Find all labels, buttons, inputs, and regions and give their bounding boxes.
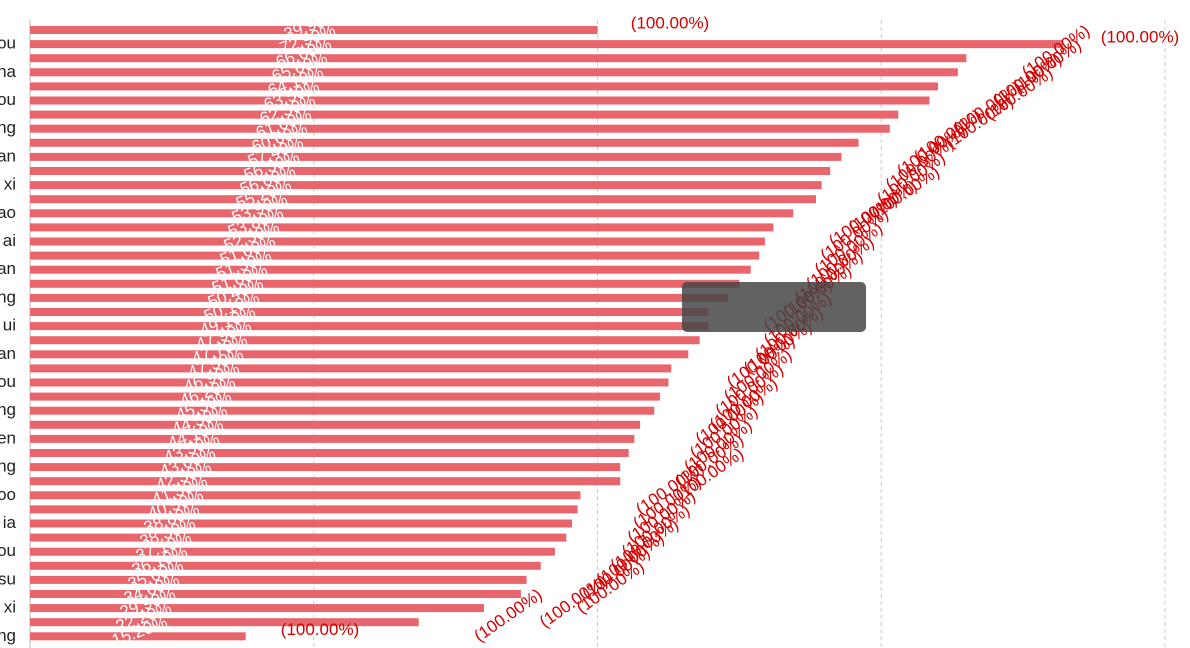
bar (30, 336, 700, 345)
bar (30, 590, 521, 598)
y-tick-label: xi (4, 175, 16, 194)
bar (30, 110, 899, 119)
bar (30, 237, 765, 246)
y-tick-label: xi (4, 598, 16, 617)
y-tick-label: an (0, 344, 16, 363)
bar (30, 209, 794, 218)
bar (30, 618, 419, 627)
bar (30, 350, 689, 359)
bar (30, 604, 484, 613)
bar (30, 392, 660, 401)
bar (30, 322, 709, 331)
y-tick-label: ou (0, 372, 16, 391)
total-label: (100.00%) (281, 620, 359, 639)
bar (30, 533, 567, 542)
bar (30, 293, 729, 302)
y-tick-label: ng (0, 400, 16, 419)
bar (30, 364, 672, 373)
bar (30, 251, 760, 260)
bar (30, 547, 555, 556)
bar (30, 561, 541, 570)
y-tick-label: ou (0, 541, 16, 560)
bar (30, 449, 629, 457)
y-tick-label: na (0, 62, 17, 81)
y-tick-label: ng (0, 626, 16, 645)
tooltip (682, 282, 866, 332)
bar (30, 279, 740, 288)
bar (30, 519, 572, 528)
y-tick-label: ng (0, 118, 16, 137)
bar (30, 167, 831, 175)
bar (30, 195, 816, 204)
bar (30, 265, 751, 274)
bar (30, 138, 859, 147)
y-tick-label: ng (0, 457, 16, 476)
bar (30, 96, 930, 105)
bar (30, 181, 822, 190)
y-tick-label: ou (0, 90, 16, 109)
y-tick-label: ia (3, 513, 17, 532)
bar (30, 82, 938, 91)
total-label: (100.00%) (1101, 28, 1179, 47)
total-label: (100.00%) (631, 13, 709, 32)
bar (30, 223, 774, 232)
bar (30, 378, 669, 387)
bar (30, 54, 967, 63)
bar (30, 26, 598, 34)
y-tick-label: an (0, 259, 16, 278)
y-tick-label: an (0, 146, 16, 165)
y-tick-label: oo (0, 485, 16, 504)
bar (30, 434, 635, 443)
bar (30, 463, 621, 472)
bar (30, 68, 958, 77)
y-tick-label: ai (3, 231, 16, 250)
bar (30, 40, 1063, 49)
y-tick-label: ng (0, 287, 16, 306)
bar (30, 420, 641, 429)
bar (30, 632, 246, 641)
y-tick-label: en (0, 428, 16, 447)
y-tick-label: ou (0, 34, 16, 53)
y-tick-label: ui (3, 316, 16, 335)
bar (30, 406, 655, 415)
bar (30, 124, 890, 133)
bar (30, 505, 578, 514)
bar (30, 491, 581, 500)
y-tick-label: su (0, 569, 16, 588)
y-tick-label: ao (0, 203, 16, 222)
bar (30, 152, 842, 161)
bar (30, 575, 527, 584)
bar (30, 308, 709, 316)
bar (30, 477, 621, 486)
